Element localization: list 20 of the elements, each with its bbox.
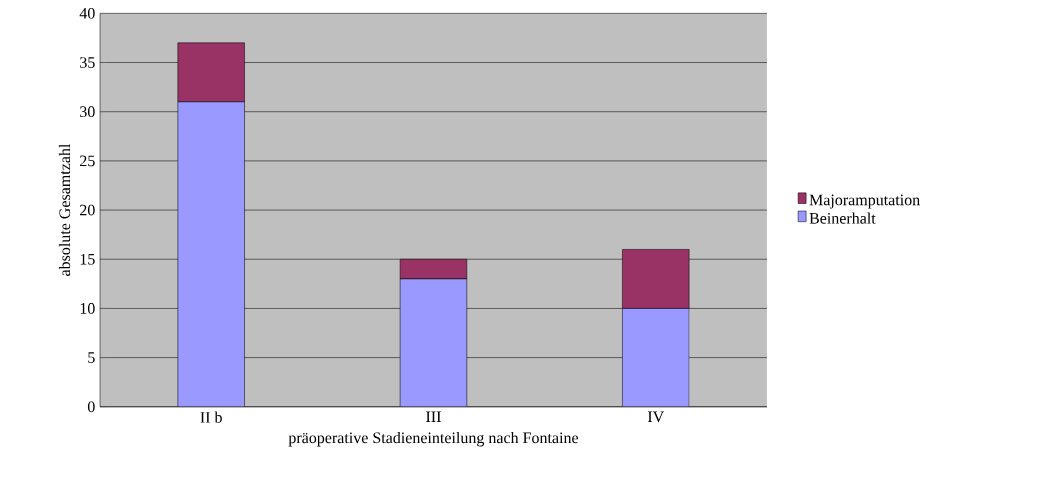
bar xyxy=(399,278,468,407)
x-tick-label: III xyxy=(426,411,441,422)
bar xyxy=(177,101,245,407)
x-tick-label: IV xyxy=(647,411,665,422)
y-tick-label: 30 xyxy=(80,106,95,117)
y-tick-label: 15 xyxy=(80,253,95,265)
y-tick-label: 25 xyxy=(80,155,95,167)
y-axis-title: absolute Gesamtzahl xyxy=(58,143,71,276)
y-tick-label: 35 xyxy=(80,56,95,68)
y-tick-label: 0 xyxy=(87,401,95,412)
y-tick-label: 5 xyxy=(88,352,95,363)
y-tick-label: 40 xyxy=(79,7,95,19)
x-axis-title: präoperative Stadieneinteilung nach Fontaine xyxy=(288,431,579,447)
legend-label: Beinerhalt xyxy=(809,212,876,224)
y-tick-label: 20 xyxy=(80,204,95,216)
x-tick-label: II b xyxy=(200,411,222,423)
legend-label: Majoramputation xyxy=(809,194,920,209)
y-tick-label: 10 xyxy=(80,302,95,314)
bar xyxy=(399,258,468,279)
bar xyxy=(622,307,690,407)
